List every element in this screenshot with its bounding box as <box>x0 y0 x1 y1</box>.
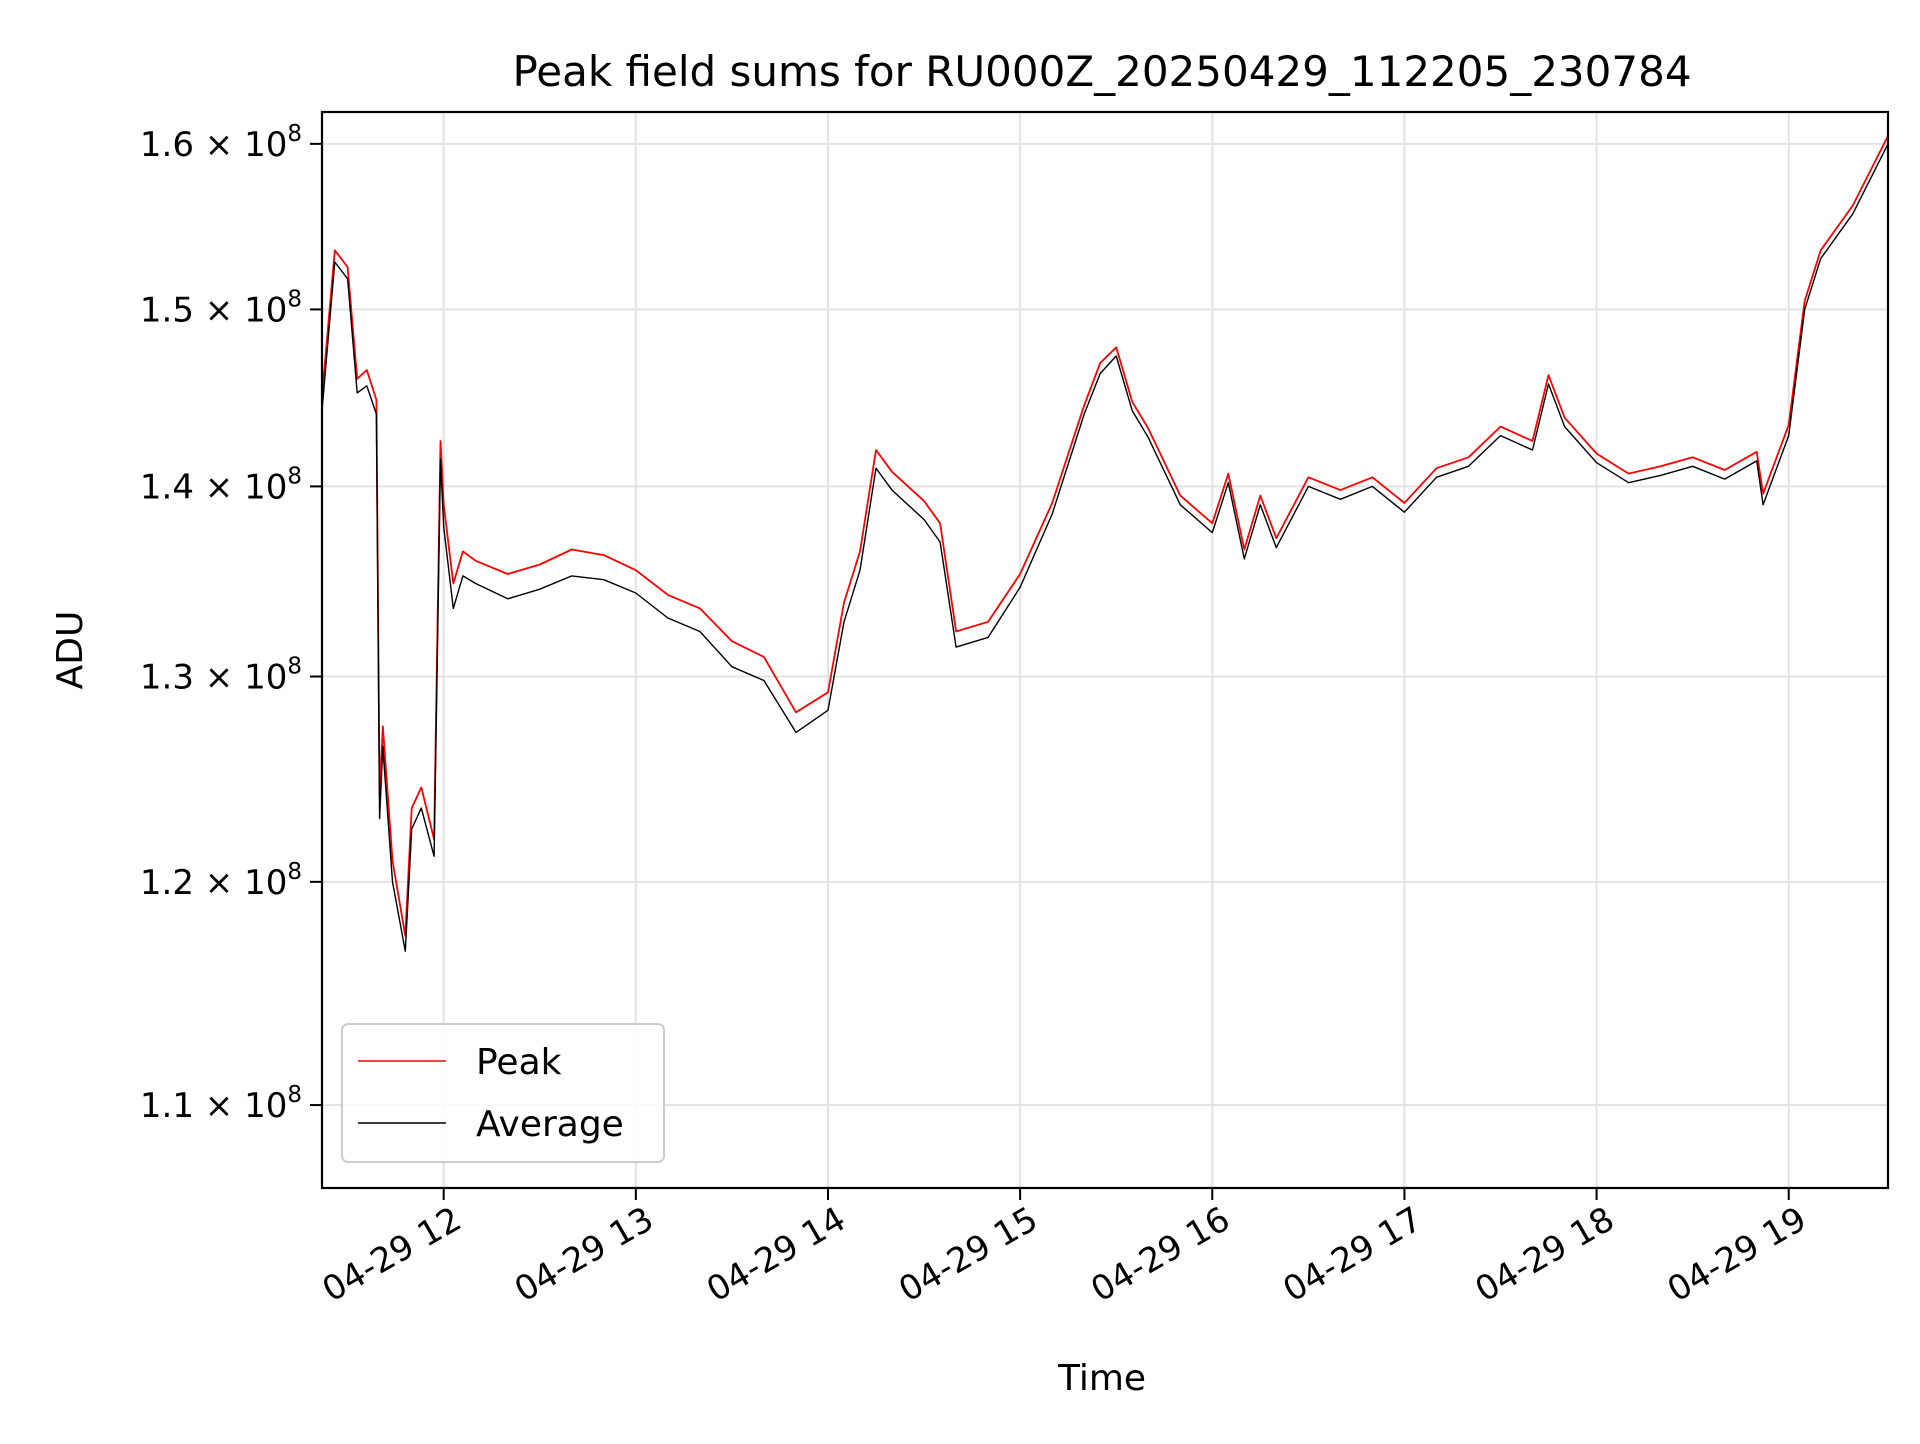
legend-label-peak: Peak <box>476 1042 562 1083</box>
y-tick-label: 1.6 × 108 <box>140 121 302 165</box>
chart-title: Peak field sums for RU000Z_20250429_1122… <box>512 47 1691 96</box>
series-line-average <box>322 143 1888 952</box>
y-tick-label: 1.3 × 108 <box>140 654 302 698</box>
legend-label-average: Average <box>476 1104 624 1145</box>
y-tick-label: 1.5 × 108 <box>140 286 302 330</box>
series-line-peak <box>322 135 1888 937</box>
grid <box>322 112 1888 1188</box>
x-axis-label: Time <box>1057 1358 1146 1399</box>
y-axis-label: ADU <box>50 611 91 690</box>
y-tick-label: 1.4 × 108 <box>140 463 302 507</box>
y-tick-label: 1.1 × 108 <box>140 1082 302 1126</box>
plot-frame <box>320 110 1890 1190</box>
y-axis-ticks: 1.1 × 108 1.2 × 108 1.3 × 108 1.4 × 108 1.5 … <box>140 121 322 1126</box>
legend-box <box>341 1023 665 1163</box>
legend: Peak Average <box>341 1023 665 1163</box>
series-layer <box>322 135 1888 952</box>
y-tick-label: 1.2 × 108 <box>140 859 302 903</box>
